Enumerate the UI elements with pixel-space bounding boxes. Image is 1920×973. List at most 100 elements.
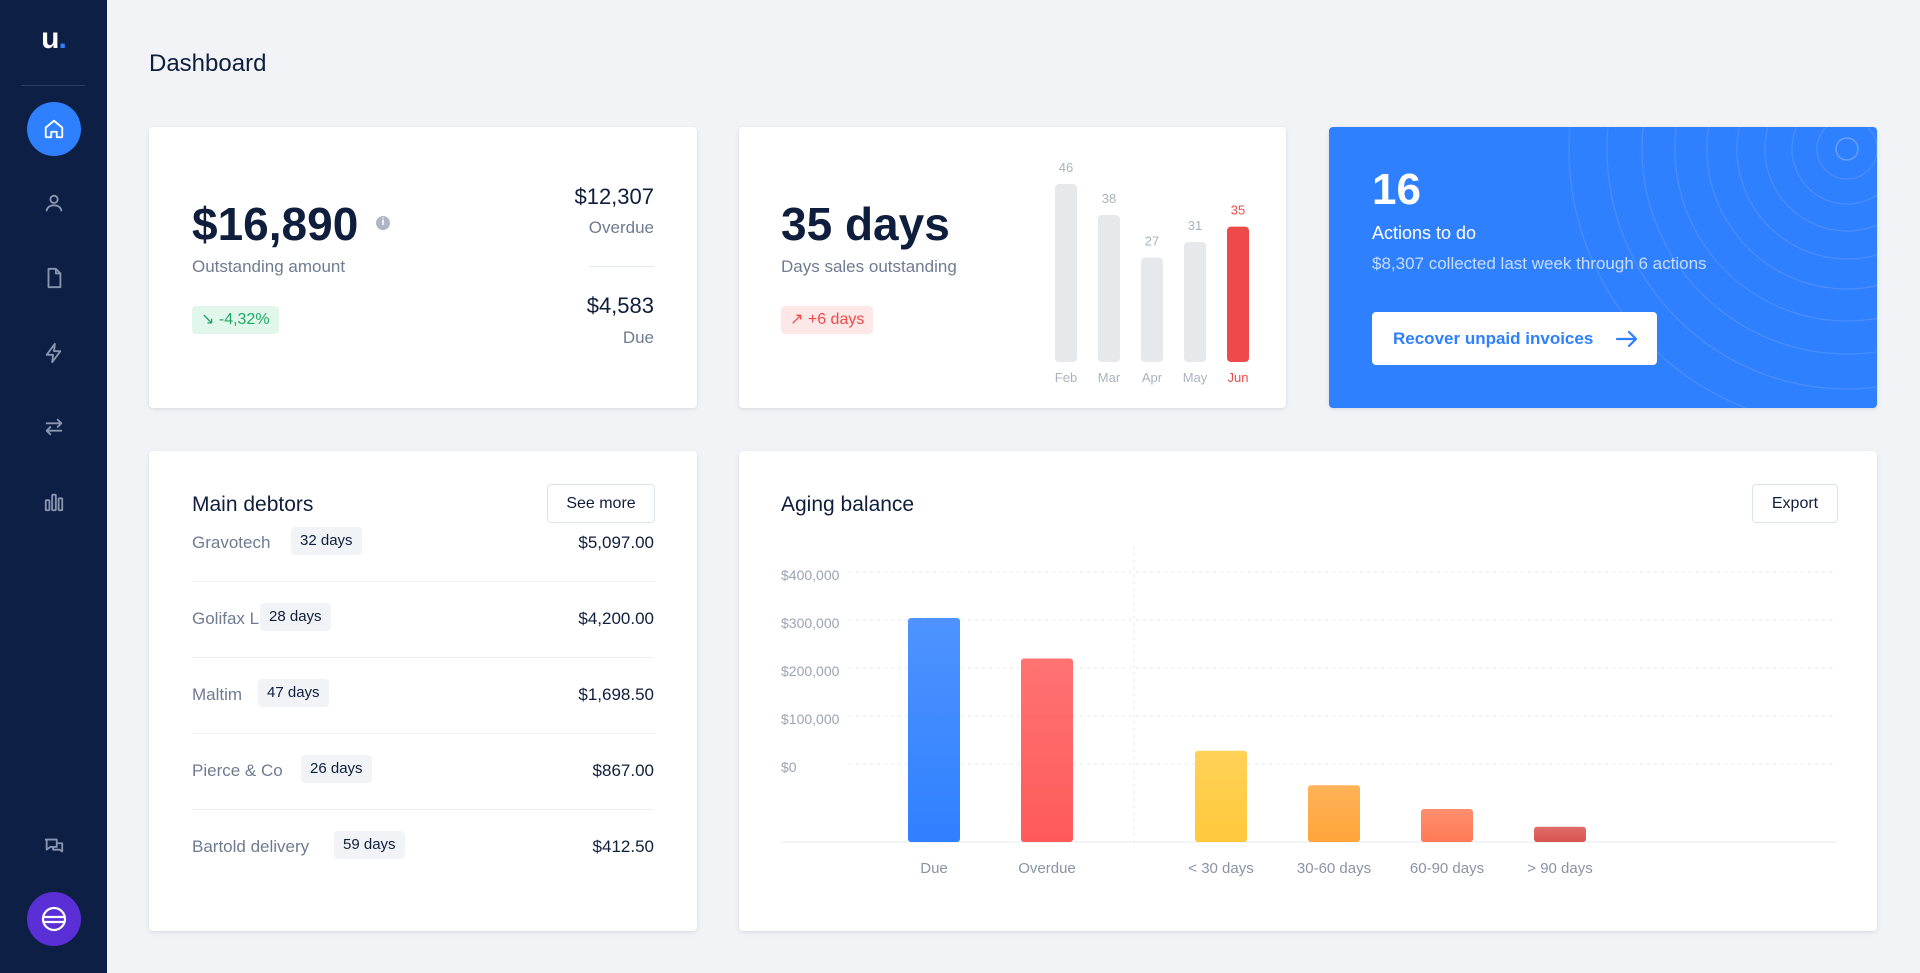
aging-bar[interactable] (1195, 750, 1247, 842)
debtor-row[interactable]: Golifax LLC 28 days $4,200.00 (192, 582, 654, 658)
dso-change-badge: ↗ +6 days (781, 306, 874, 334)
dso-card: 35 days Days sales outstanding ↗ +6 days… (739, 127, 1286, 408)
sidebar-item-users[interactable] (27, 176, 81, 230)
debtor-name: Gravotech (192, 533, 271, 552)
dso-label: Days sales outstanding (781, 257, 957, 276)
debtor-name: Golifax LLC (192, 609, 281, 628)
chat-icon (44, 838, 64, 853)
aging-bar[interactable] (1021, 658, 1073, 842)
debtor-days: 59 days (334, 831, 405, 859)
overdue-amount: $12,307 (574, 184, 654, 209)
change-value: -4,32% (218, 311, 270, 328)
dso-value: 35 days (781, 198, 950, 250)
debtor-name: Pierce & Co (192, 761, 283, 780)
logo-letter: u (41, 22, 59, 55)
dso-bar-label: May (1183, 370, 1208, 385)
divider (589, 266, 654, 267)
debtor-amount: $412.50 (592, 837, 654, 856)
aging-balance-card: $400,000 $300,000 $200,000 $100,000 $0 Due Ove… (739, 451, 1877, 931)
arrow-up-right-icon: ↗ (790, 311, 804, 328)
y-tick-label: $200,000 (781, 663, 840, 679)
debtor-days: 26 days (301, 755, 372, 783)
debtor-row[interactable]: Gravotech 32 days $5,097.00 (192, 506, 654, 582)
logo-dot: . (58, 22, 66, 55)
decorative-rings (1568, 127, 1877, 408)
dso-bar (1141, 257, 1163, 362)
planet-icon (41, 906, 67, 932)
dso-mini-chart: 46 Feb 38 Mar 27 Apr 31 May 35 Jun (1055, 160, 1249, 385)
main-debtors-card: Main debtors See more Gravotech 32 days … (149, 451, 697, 931)
sidebar-item-reports[interactable] (27, 475, 81, 529)
debtor-name: Bartold delivery (192, 837, 310, 856)
aging-bar[interactable] (908, 618, 960, 842)
outstanding-label: Outstanding amount (192, 257, 346, 276)
dso-bar (1098, 214, 1120, 362)
outstanding-card: $16,890 i Outstanding amount ↘ -4,32% $1… (149, 127, 697, 408)
sidebar: u. (0, 0, 107, 973)
due-label: Due (622, 328, 654, 347)
lightning-icon (45, 342, 62, 364)
dso-bar-value: 46 (1059, 160, 1073, 175)
due-amount: $4,583 (586, 293, 654, 318)
aging-bar[interactable] (1421, 809, 1473, 842)
debtor-days: 47 days (258, 679, 329, 707)
actions-title: Actions to do (1372, 223, 1477, 243)
change-badge: ↘ -4,32% (192, 306, 279, 334)
y-tick-label: $300,000 (781, 615, 840, 631)
user-icon (45, 194, 63, 212)
x-tick-label: > 90 days (1527, 860, 1592, 877)
debtor-amount: $5,097.00 (578, 533, 654, 552)
sidebar-item-transfers[interactable] (27, 400, 81, 454)
recover-button-label: Recover unpaid invoices (1393, 328, 1594, 348)
overdue-label: Overdue (588, 218, 654, 237)
avatar[interactable] (27, 892, 81, 946)
row-divider (192, 657, 654, 658)
dso-bar (1227, 226, 1249, 362)
dso-bar-label: Jun (1228, 370, 1249, 385)
sidebar-item-home[interactable] (27, 102, 81, 156)
x-tick-label: Overdue (1018, 860, 1076, 877)
row-divider (192, 809, 654, 810)
dso-bar-value: 31 (1188, 218, 1202, 233)
actions-description: $8,307 collected last week through 6 act… (1372, 254, 1707, 273)
sidebar-item-chat[interactable] (27, 819, 81, 873)
dso-bar-value: 27 (1145, 234, 1159, 249)
page-title: Dashboard (149, 50, 267, 77)
x-tick-label: 30-60 days (1297, 860, 1371, 877)
aging-balance-chart: $400,000 $300,000 $200,000 $100,000 $0 Due Ove… (781, 546, 1837, 877)
info-icon[interactable]: i (376, 216, 390, 230)
actions-count: 16 (1372, 165, 1421, 214)
actions-card: 16 Actions to do $8,307 collected last w… (1329, 127, 1877, 408)
export-button[interactable]: Export (1752, 484, 1838, 523)
y-tick-label: $0 (781, 759, 797, 775)
sidebar-item-actions[interactable] (27, 326, 81, 380)
dso-bar (1184, 242, 1206, 362)
debtor-row[interactable]: Pierce & Co 26 days $867.00 (192, 734, 654, 810)
debtor-amount: $4,200.00 (578, 609, 654, 628)
row-divider (192, 581, 654, 582)
see-more-button[interactable]: See more (547, 484, 655, 523)
sidebar-divider (21, 85, 85, 86)
sidebar-item-documents[interactable] (27, 251, 81, 305)
debtor-row[interactable]: Maltim 47 days $1,698.50 (192, 658, 654, 734)
debtor-days: 28 days (260, 603, 331, 631)
debtor-name: Maltim (192, 685, 243, 704)
home-icon (44, 119, 64, 139)
x-tick-label: 60-90 days (1410, 860, 1484, 877)
outstanding-amount: $16,890 (192, 198, 359, 250)
debtor-amount: $867.00 (592, 761, 654, 780)
row-divider (192, 733, 654, 734)
dso-bar-value: 38 (1102, 191, 1116, 206)
logo[interactable]: u. (0, 22, 107, 56)
debtor-row[interactable]: Bartold delivery 59 days $412.50 (192, 810, 654, 886)
document-icon (47, 267, 62, 289)
recover-unpaid-invoices-button[interactable]: Recover unpaid invoices (1372, 312, 1657, 365)
dso-bar-label: Feb (1055, 370, 1077, 385)
aging-bar[interactable] (1534, 826, 1586, 842)
dso-change-value: +6 days (807, 311, 865, 328)
debtors-title: Main debtors (192, 493, 314, 516)
arrow-down-right-icon: ↘ (201, 311, 215, 328)
dso-bar (1055, 184, 1077, 362)
dso-bar-value: 35 (1231, 203, 1245, 218)
aging-bar[interactable] (1308, 785, 1360, 842)
